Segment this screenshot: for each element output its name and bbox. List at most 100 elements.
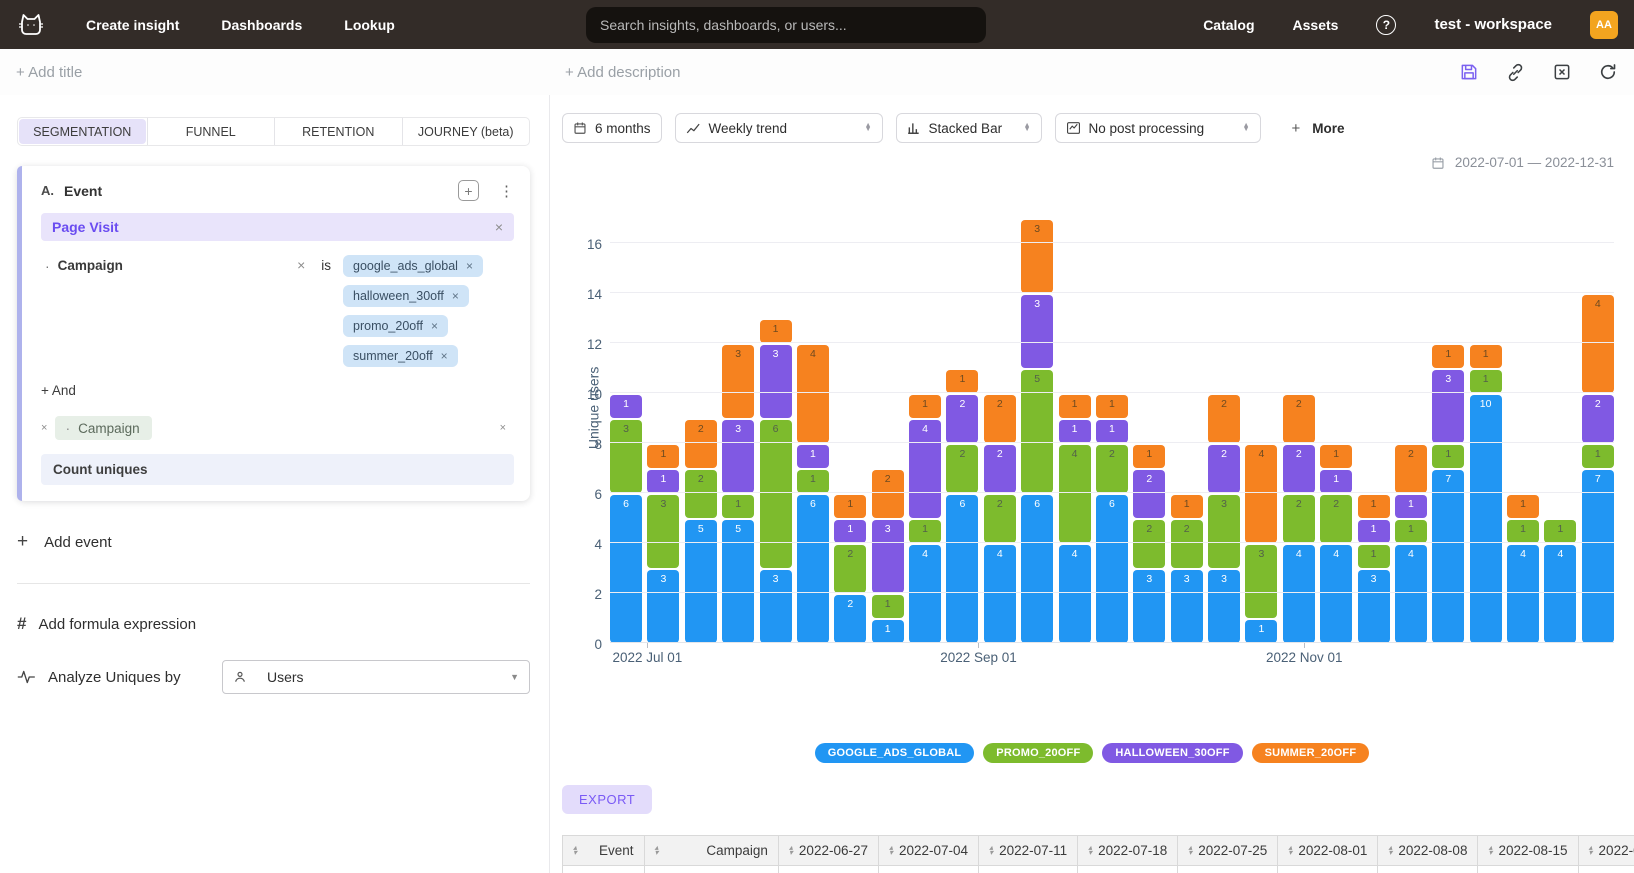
add-title-button[interactable]: + Add title <box>16 64 82 81</box>
bar-segment-google_ads_global[interactable]: 6 <box>797 495 829 643</box>
bar-segment-summer_20off[interactable]: 1 <box>1059 395 1091 418</box>
bar-segment-promo_20off[interactable]: 1 <box>1582 445 1614 468</box>
bar-segment-promo_20off[interactable]: 3 <box>1208 495 1240 568</box>
search-input[interactable] <box>600 17 972 33</box>
bar-segment-summer_20off[interactable]: 1 <box>1432 345 1464 368</box>
remove-event-icon[interactable]: × <box>495 220 503 234</box>
bar-segment-promo_20off[interactable]: 2 <box>1171 520 1203 568</box>
bar-segment-promo_20off[interactable]: 1 <box>797 470 829 493</box>
bar-segment-halloween_30off[interactable]: 1 <box>610 395 642 418</box>
bar-segment-summer_20off[interactable]: 4 <box>1245 445 1277 543</box>
date-range-display[interactable]: 2022-07-01 — 2022-12-31 <box>1431 155 1614 170</box>
bar-segment-google_ads_global[interactable]: 3 <box>1171 570 1203 643</box>
remove-tag-icon[interactable]: × <box>452 290 459 302</box>
bar-segment-promo_20off[interactable]: 1 <box>909 520 941 543</box>
bar-segment-promo_20off[interactable]: 4 <box>1059 445 1091 543</box>
filter-value-tag[interactable]: google_ads_global× <box>343 255 483 277</box>
bar-segment-summer_20off[interactable]: 2 <box>984 395 1016 443</box>
bar-segment-halloween_30off[interactable]: 4 <box>909 420 941 518</box>
save-icon[interactable] <box>1459 62 1479 82</box>
breakdown-property[interactable]: · Campaign <box>55 416 151 440</box>
nav-item-create-insight[interactable]: Create insight <box>86 17 179 33</box>
column-header-2022-08-22[interactable]: ▴▾2022-08-22 <box>1578 836 1634 866</box>
help-icon[interactable]: ? <box>1376 15 1396 35</box>
bar-segment-summer_20off[interactable]: 2 <box>1208 395 1240 443</box>
remove-tag-icon[interactable]: × <box>466 260 473 272</box>
bar-segment-google_ads_global[interactable]: 3 <box>1133 570 1165 643</box>
bar-segment-summer_20off[interactable]: 2 <box>1395 445 1427 493</box>
bar-segment-halloween_30off[interactable]: 2 <box>1283 445 1315 493</box>
mitzu-cat-logo[interactable] <box>16 10 46 40</box>
bar-segment-promo_20off[interactable]: 1 <box>1358 545 1390 568</box>
tab-journey-beta-[interactable]: JOURNEY (beta) <box>402 118 530 145</box>
sort-icon[interactable]: ▴▾ <box>1589 846 1593 856</box>
column-header-2022-08-08[interactable]: ▴▾2022-08-08 <box>1378 836 1478 866</box>
bar-segment-google_ads_global[interactable]: 6 <box>610 495 642 643</box>
bar-segment-google_ads_global[interactable]: 4 <box>1320 545 1352 643</box>
add-and-filter-button[interactable]: + And <box>41 383 514 398</box>
copy-link-icon[interactable] <box>1505 62 1526 83</box>
bar-segment-halloween_30off[interactable]: 3 <box>1432 370 1464 443</box>
sort-icon[interactable]: ▴▾ <box>889 846 893 856</box>
remove-breakdown-icon[interactable]: × <box>41 423 47 434</box>
bar-segment-promo_20off[interactable]: 5 <box>1021 370 1053 493</box>
bar-segment-promo_20off[interactable]: 1 <box>1395 520 1427 543</box>
bar-segment-google_ads_global[interactable]: 4 <box>1059 545 1091 643</box>
bar-segment-promo_20off[interactable]: 2 <box>946 445 978 493</box>
bar-segment-promo_20off[interactable]: 1 <box>722 495 754 518</box>
column-header-2022-06-27[interactable]: ▴▾2022-06-27 <box>778 836 878 866</box>
bar-segment-summer_20off[interactable]: 1 <box>1320 445 1352 468</box>
bar-segment-google_ads_global[interactable]: 5 <box>722 520 754 643</box>
bar-segment-summer_20off[interactable]: 4 <box>797 345 829 443</box>
avatar[interactable]: AA <box>1590 11 1618 39</box>
bar-segment-google_ads_global[interactable]: 1 <box>1245 620 1277 643</box>
trend-select[interactable]: Weekly trend ▲▼ <box>675 113 883 143</box>
bar-segment-promo_20off[interactable]: 2 <box>1133 520 1165 568</box>
tab-segmentation[interactable]: SEGMENTATION <box>19 119 146 144</box>
clear-icon[interactable] <box>1552 62 1572 82</box>
bar-segment-halloween_30off[interactable]: 3 <box>872 520 904 593</box>
bar-segment-halloween_30off[interactable]: 1 <box>834 520 866 543</box>
bar-segment-google_ads_global[interactable]: 4 <box>984 545 1016 643</box>
bar-segment-summer_20off[interactable]: 2 <box>872 470 904 518</box>
bar-segment-summer_20off[interactable]: 1 <box>1171 495 1203 518</box>
add-description-button[interactable]: + Add description <box>565 64 681 81</box>
bar-segment-halloween_30off[interactable]: 1 <box>797 445 829 468</box>
sort-icon[interactable]: ▴▾ <box>573 846 577 856</box>
bar-segment-halloween_30off[interactable]: 1 <box>647 470 679 493</box>
bar-segment-google_ads_global[interactable]: 6 <box>1096 495 1128 643</box>
bar-segment-halloween_30off[interactable]: 2 <box>1133 470 1165 518</box>
bar-segment-halloween_30off[interactable]: 1 <box>1395 495 1427 518</box>
legend-pill-summer_20off[interactable]: SUMMER_20OFF <box>1252 743 1370 763</box>
bar-segment-google_ads_global[interactable]: 2 <box>834 595 866 643</box>
sort-icon[interactable]: ▴▾ <box>789 846 793 856</box>
analyze-by-select[interactable]: Users ▼ <box>222 660 530 694</box>
bar-segment-google_ads_global[interactable]: 10 <box>1470 395 1502 643</box>
event-name[interactable]: Page Visit <box>52 219 119 235</box>
chart-type-select[interactable]: Stacked Bar ▲▼ <box>896 113 1042 143</box>
clear-breakdown-icon[interactable]: × <box>500 423 506 434</box>
bar-segment-promo_20off[interactable]: 1 <box>872 595 904 618</box>
sort-icon[interactable]: ▴▾ <box>655 846 659 856</box>
kebab-menu-icon[interactable]: ⋮ <box>499 182 514 200</box>
tab-retention[interactable]: RETENTION <box>274 118 402 145</box>
bar-segment-summer_20off[interactable]: 1 <box>946 370 978 393</box>
bar-segment-summer_20off[interactable]: 1 <box>760 320 792 343</box>
bar-segment-halloween_30off[interactable]: 3 <box>722 420 754 493</box>
bar-segment-google_ads_global[interactable]: 1 <box>872 620 904 643</box>
bar-segment-halloween_30off[interactable]: 2 <box>1208 445 1240 493</box>
bar-segment-google_ads_global[interactable]: 3 <box>1208 570 1240 643</box>
bar-segment-summer_20off[interactable]: 1 <box>1358 495 1390 518</box>
filter-value-tag[interactable]: summer_20off× <box>343 345 458 367</box>
bar-segment-halloween_30off[interactable]: 1 <box>1320 470 1352 493</box>
bar-segment-google_ads_global[interactable]: 3 <box>1358 570 1390 643</box>
bar-segment-halloween_30off[interactable]: 1 <box>1096 420 1128 443</box>
bar-segment-halloween_30off[interactable]: 2 <box>1582 395 1614 443</box>
sort-icon[interactable]: ▴▾ <box>1188 846 1192 856</box>
legend-pill-halloween_30off[interactable]: HALLOWEEN_30OFF <box>1102 743 1242 763</box>
tab-funnel[interactable]: FUNNEL <box>147 118 275 145</box>
bar-segment-promo_20off[interactable]: 2 <box>984 495 1016 543</box>
add-event-button[interactable]: + Add event <box>17 531 530 553</box>
refresh-icon[interactable] <box>1598 62 1618 82</box>
bar-segment-promo_20off[interactable]: 2 <box>685 470 717 518</box>
